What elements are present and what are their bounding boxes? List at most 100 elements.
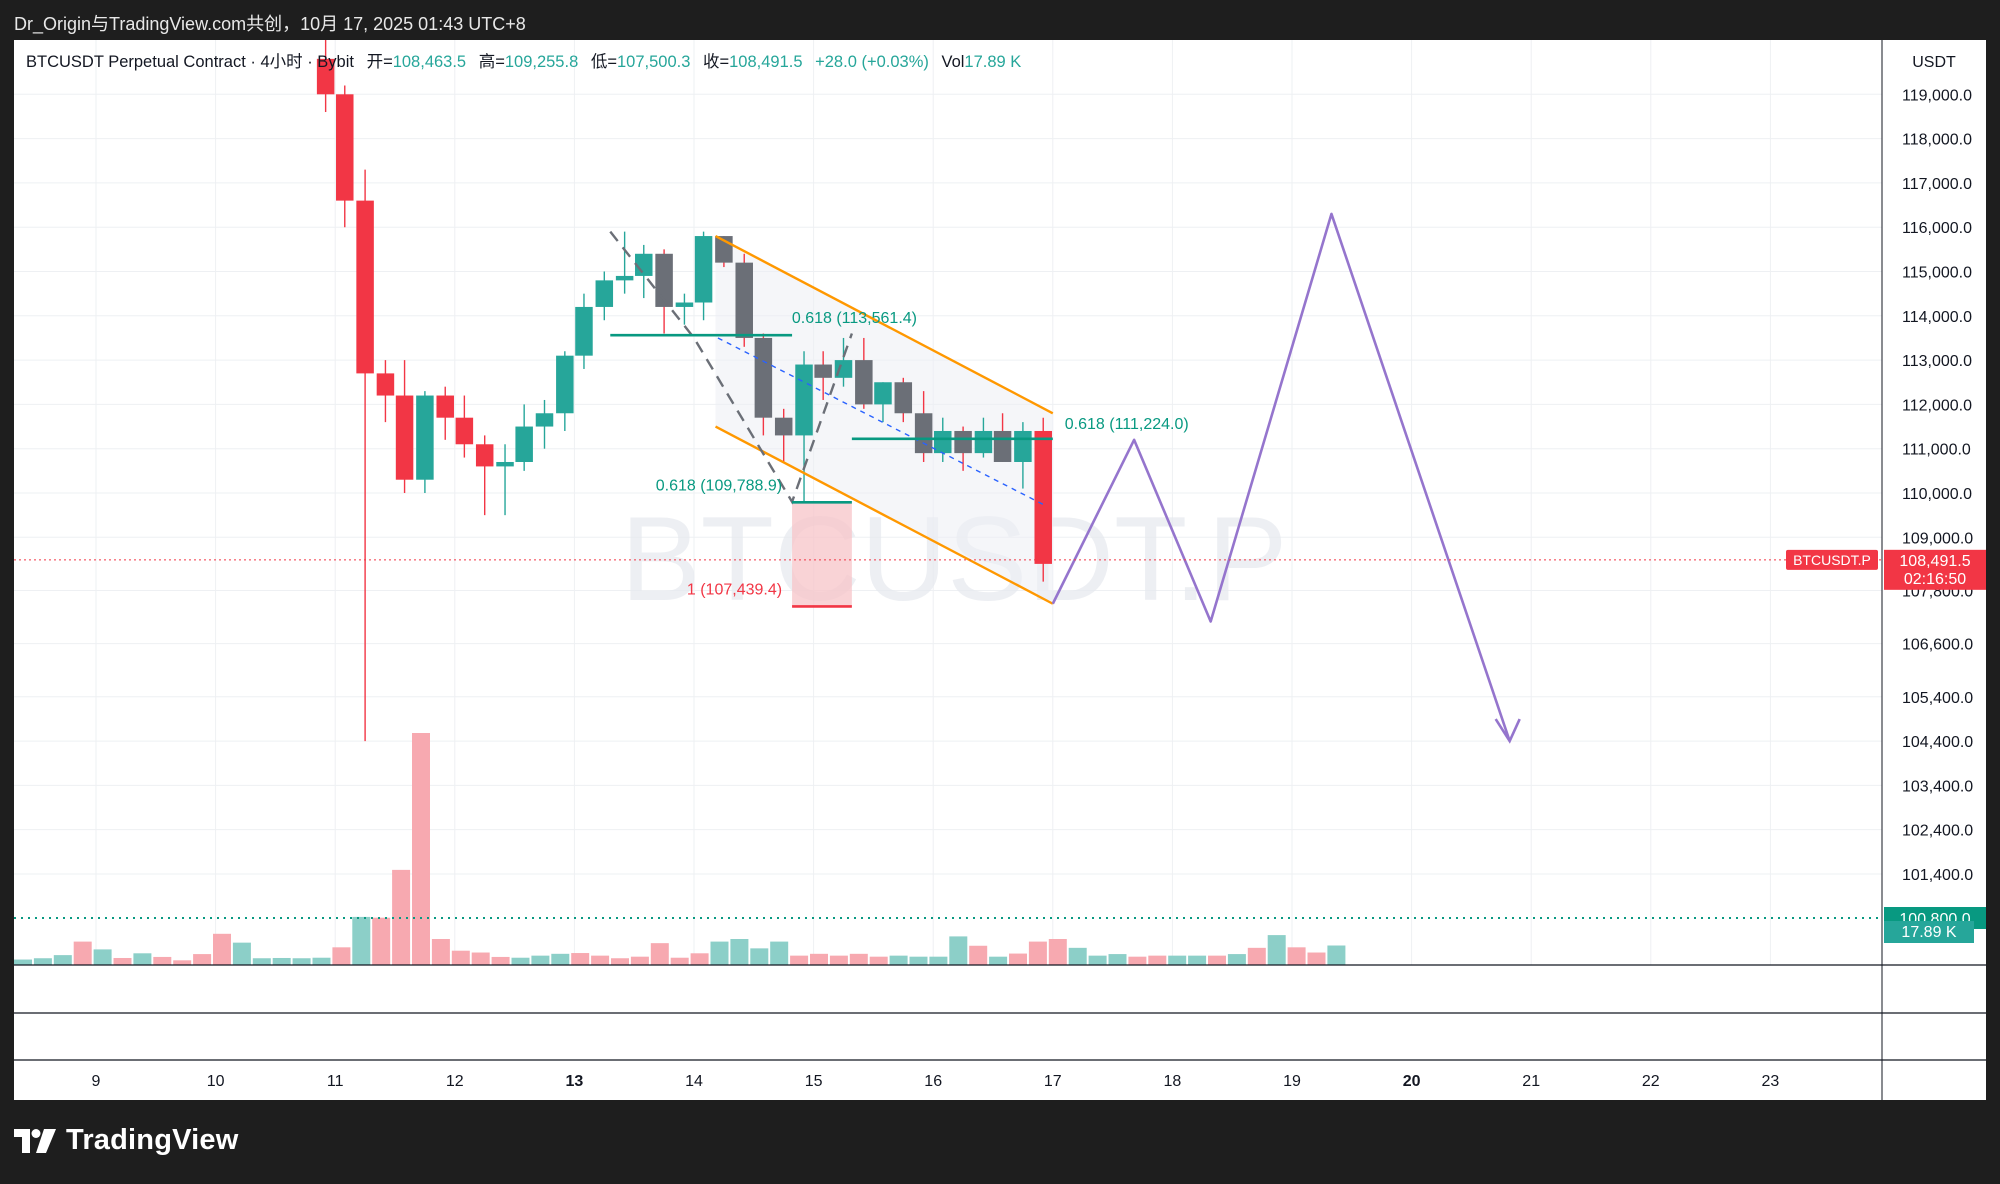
ohlc-legend: BTCUSDT Perpetual Contract · 4小时 · Bybit… [26,48,1021,72]
symbol-line[interactable]: BTCUSDT Perpetual Contract · 4小时 · Bybit [26,53,354,71]
volume-bar [352,916,371,965]
volume-bar [591,955,610,965]
candle-body [336,94,354,201]
candle-body [993,430,1012,462]
volume-bar [869,956,888,965]
volume-bar [849,953,868,965]
volume-bar [531,955,550,965]
volume-bar [93,949,112,965]
price-axis-unit: USDT [1912,54,1956,71]
channel-fill [715,236,1053,604]
fib-level-label: 0.618 (113,561.4) [792,310,917,327]
candle-body [795,364,813,436]
open-value: 108,463.5 [392,53,467,71]
volume-bar [969,945,988,965]
volume-bar [770,941,789,965]
time-tick-label: 20 [1403,1073,1421,1090]
candle-body [556,355,574,414]
candle-body [814,364,832,378]
time-tick-label: 13 [566,1073,584,1090]
candle-body [735,262,753,338]
time-tick-label: 9 [92,1073,101,1090]
volume-bar [511,957,530,965]
candle-body [894,382,913,414]
volume-bar [630,956,649,965]
tradingview-logo[interactable]: TradingView [14,1124,239,1157]
volume-bar [372,917,391,965]
volume-bar [1028,941,1047,965]
candle-body [615,275,634,281]
time-tick-label: 16 [924,1073,942,1090]
volume-bar [153,956,172,965]
volume-bar [1108,954,1127,965]
price-tick-label: 117,000.0 [1902,176,1972,193]
price-tick-label: 103,400.0 [1902,778,1973,795]
candle-body [356,200,374,374]
price-tick-label: 102,400.0 [1902,823,1973,840]
volume-bar [1068,947,1087,965]
volume-bar [431,939,450,965]
candle-body [774,417,793,436]
symbol-tag-label: BTCUSDT.P [1793,552,1871,568]
low-label: 低= [590,53,617,71]
volume-bar [810,953,828,965]
time-tick-label: 19 [1283,1073,1301,1090]
candle-body [475,444,494,467]
volume-bar [571,953,590,965]
time-tick-label: 10 [207,1073,225,1090]
zigzag-pattern [609,230,854,505]
close-value: 108,491.5 [729,53,803,71]
volume-bar [1168,955,1187,965]
volume-bar [392,869,411,965]
candle-body [914,413,933,454]
volume-bar [1048,939,1067,965]
change-value: +28.0 (+0.03%) [815,53,929,71]
candle-body [675,302,694,307]
candle-body [416,395,434,480]
candle-body [834,360,853,378]
volume-bar [53,955,72,965]
volume-bar [14,959,32,965]
volume-bar [232,942,251,965]
fib-target-zone [792,502,852,607]
volume-bar [1128,956,1147,965]
share-header: Dr_Origin与TradingView.com共创，10月 17, 2025… [0,0,2000,44]
open-label: 开= [366,53,393,71]
fib-level-label: 1 (107,439.4) [687,581,782,598]
close-label: 收= [702,53,730,71]
volume-bar [611,958,629,965]
volume-bar [650,943,669,965]
channel-midline [717,337,1048,507]
candle-body [974,430,993,454]
chart-canvas[interactable]: BTCUSDT.P 0.618 (113,561.4) 0.618 (111,224… [14,40,1986,1100]
volume-bar [193,954,212,965]
price-tick-label: 118,000.0 [1902,132,1972,149]
high-value: 109,255.8 [504,53,579,71]
volume-badge-value: 17.89 K [1901,924,1956,941]
chart-frame[interactable]: BTCUSDT.P 0.618 (113,561.4) 0.618 (111,224… [14,40,1986,1100]
volume-bar [332,947,351,965]
price-tick-label: 111,000.0 [1902,442,1971,459]
candle-body [655,253,673,307]
tradingview-logo-icon [14,1128,56,1153]
price-tick-label: 113,000.0 [1902,353,1972,370]
candle-body [595,280,614,307]
last-price-value: 108,491.5 [1899,553,1970,570]
volume-bar [551,953,570,965]
price-tick-label: 106,600.0 [1902,637,1973,654]
candle-body [395,395,414,480]
volume-bar [1188,955,1207,965]
volume-badge [1884,921,1974,943]
price-tick-label: 114,000.0 [1902,309,1972,326]
price-tick-label: 109,000.0 [1902,530,1973,547]
countdown-value: 02:16:50 [1904,571,1966,588]
volume-bar [710,941,729,965]
time-tick-label: 17 [1044,1073,1062,1090]
volume-bar [1088,955,1107,965]
volume-bar [252,958,271,965]
channel-upper-line [714,234,1054,415]
volume-bar [790,955,809,965]
candle-body [496,461,514,467]
last-price-badge [1884,549,1986,590]
price-tick-label: 116,000.0 [1902,220,1972,237]
